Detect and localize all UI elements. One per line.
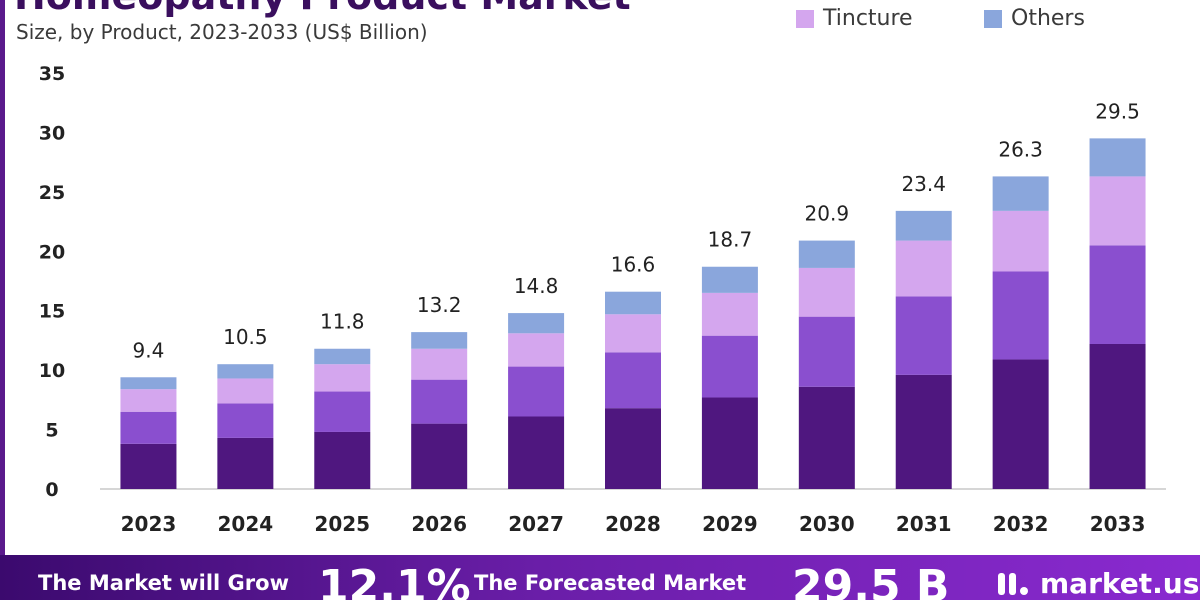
bar-segment: [605, 408, 661, 489]
bar-segment: [798, 386, 855, 489]
bar-segment: [120, 411, 177, 444]
bar-segment: [1089, 343, 1146, 489]
bar-segment: [120, 377, 177, 390]
x-tick-label: 2028: [605, 512, 661, 536]
y-tick-label: 30: [39, 122, 65, 144]
bar-segment: [120, 443, 177, 489]
bar-segment: [895, 374, 952, 489]
x-tick-label: 2032: [993, 512, 1049, 536]
bar-segment: [992, 176, 1049, 211]
y-tick-label: 20: [39, 241, 65, 263]
bar-segment: [1089, 138, 1146, 177]
bar-segment: [508, 333, 565, 367]
x-tick-label: 2029: [702, 512, 758, 536]
y-tick-label: 35: [39, 63, 65, 85]
bar-segment: [314, 364, 371, 392]
bar-segment: [411, 348, 468, 380]
bar-segment: [895, 296, 952, 375]
bar-segment: [411, 423, 468, 489]
bar-segment: [798, 267, 855, 317]
bar-segment: [605, 291, 661, 315]
y-tick-label: 5: [45, 420, 58, 442]
x-tick-label: 2023: [121, 512, 177, 536]
bar-segment: [1089, 245, 1146, 344]
legend-label-tincture: Tincture: [823, 6, 913, 31]
bar-total-label: 13.2: [417, 293, 462, 317]
bar-total-label: 14.8: [514, 274, 559, 298]
bar-total-label: 10.5: [223, 325, 268, 349]
x-tick-label: 2027: [508, 512, 564, 536]
x-tick-label: 2025: [314, 512, 370, 536]
bar-segment: [1089, 176, 1146, 246]
banner-grow-text: The Market will Grow: [38, 571, 289, 595]
legend-item-tincture: Tincture: [796, 6, 913, 31]
bar-total-label: 18.7: [708, 228, 753, 252]
x-tick-label: 2031: [896, 512, 952, 536]
stacked-bar-chart: 051015202530359.4202310.5202411.8202513.…: [39, 63, 1166, 536]
y-tick-label: 25: [39, 182, 65, 204]
brand-icon: [998, 572, 1028, 595]
bar-segment: [314, 348, 371, 365]
x-tick-label: 2024: [218, 512, 274, 536]
bar-segment: [508, 313, 565, 334]
bar-segment: [605, 352, 661, 409]
x-tick-label: 2026: [411, 512, 467, 536]
bar-segment: [701, 335, 758, 398]
bar-segment: [411, 332, 468, 349]
bar-segment: [895, 240, 952, 297]
bar-segment: [508, 416, 565, 489]
chart-subtitle: Size, by Product, 2023-2033 (US$ Billion…: [16, 20, 428, 44]
bar-segment: [992, 210, 1049, 272]
bar-segment: [217, 403, 274, 438]
brand-logo: market.us: [996, 567, 1199, 600]
bar-total-label: 16.6: [611, 253, 656, 277]
y-tick-label: 10: [39, 360, 65, 382]
banner-forecast-value: 29.5 B: [792, 561, 950, 600]
bar-segment: [314, 391, 371, 432]
bar-segment: [798, 240, 855, 268]
bar-segment: [992, 271, 1049, 360]
bar-total-label: 11.8: [320, 310, 365, 334]
legend-swatch-tincture: [796, 9, 814, 28]
bar-segment: [411, 379, 468, 424]
summary-banner: The Market will Grow 12.1% The Forecaste…: [0, 555, 1200, 600]
x-tick-label: 2033: [1090, 512, 1146, 536]
bar-total-label: 9.4: [133, 338, 165, 362]
banner-cagr-value: 12.1%: [318, 561, 471, 600]
bar-segment: [508, 366, 565, 417]
bar-segment: [895, 210, 952, 241]
brand-name: market.us: [1040, 567, 1200, 600]
legend-item-others: Others: [984, 6, 1085, 31]
bar-segment: [120, 389, 177, 412]
bar-segment: [217, 378, 274, 404]
bar-segment: [314, 431, 371, 489]
bar-segment: [992, 359, 1049, 489]
y-tick-label: 0: [45, 479, 58, 501]
chart-title: Homeopathy Product Market: [14, 0, 631, 18]
bar-segment: [798, 316, 855, 387]
left-accent-rule: [0, 0, 5, 555]
y-tick-label: 15: [39, 301, 65, 323]
legend-swatch-others: [984, 9, 1002, 28]
banner-forecast-text: The Forecasted Market: [474, 571, 747, 595]
bar-segment: [701, 397, 758, 489]
bar-total-label: 29.5: [1095, 99, 1140, 123]
bar-segment: [217, 437, 274, 489]
bar-total-label: 26.3: [998, 137, 1043, 161]
x-tick-label: 2030: [799, 512, 855, 536]
bar-segment: [605, 314, 661, 353]
bar-total-label: 23.4: [901, 172, 946, 196]
bar-segment: [217, 364, 274, 379]
bar-segment: [701, 266, 758, 293]
bar-segment: [701, 292, 758, 336]
bar-total-label: 20.9: [805, 202, 850, 226]
legend-label-others: Others: [1011, 6, 1085, 31]
